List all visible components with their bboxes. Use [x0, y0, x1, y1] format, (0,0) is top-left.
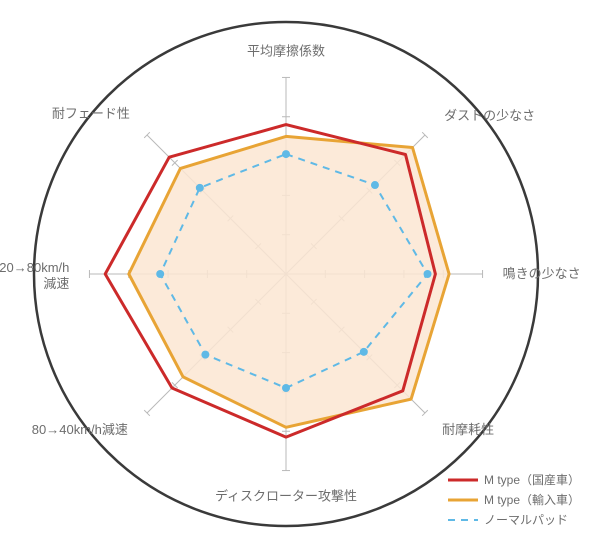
- axis-label: 平均摩擦係数: [247, 43, 325, 58]
- legend-label: M type（国産車）: [484, 472, 580, 487]
- axis-label: 減速: [43, 276, 69, 291]
- axis-label: 80→40km/h減速: [32, 422, 128, 437]
- legend-label: ノーマルパッド: [484, 513, 568, 527]
- radar-chart-container: 平均摩擦係数ダストの少なさ鳴きの少なさ耐摩耗性ディスクローター攻撃性 80→40k…: [0, 0, 600, 543]
- axis-label: 耐フェード性: [52, 106, 130, 121]
- axis-label: 耐摩耗性: [442, 422, 494, 437]
- radar-chart-svg: 平均摩擦係数ダストの少なさ鳴きの少なさ耐摩耗性ディスクローター攻撃性 80→40k…: [0, 0, 600, 543]
- axis-label: 鳴きの少なさ: [503, 266, 581, 281]
- legend-label: M type（輸入車）: [484, 492, 580, 507]
- axis-label: ダストの少なさ: [444, 108, 535, 123]
- axis-label: ディスクローター攻撃性: [215, 489, 357, 504]
- axis-label: 120→80km/h: [0, 260, 69, 275]
